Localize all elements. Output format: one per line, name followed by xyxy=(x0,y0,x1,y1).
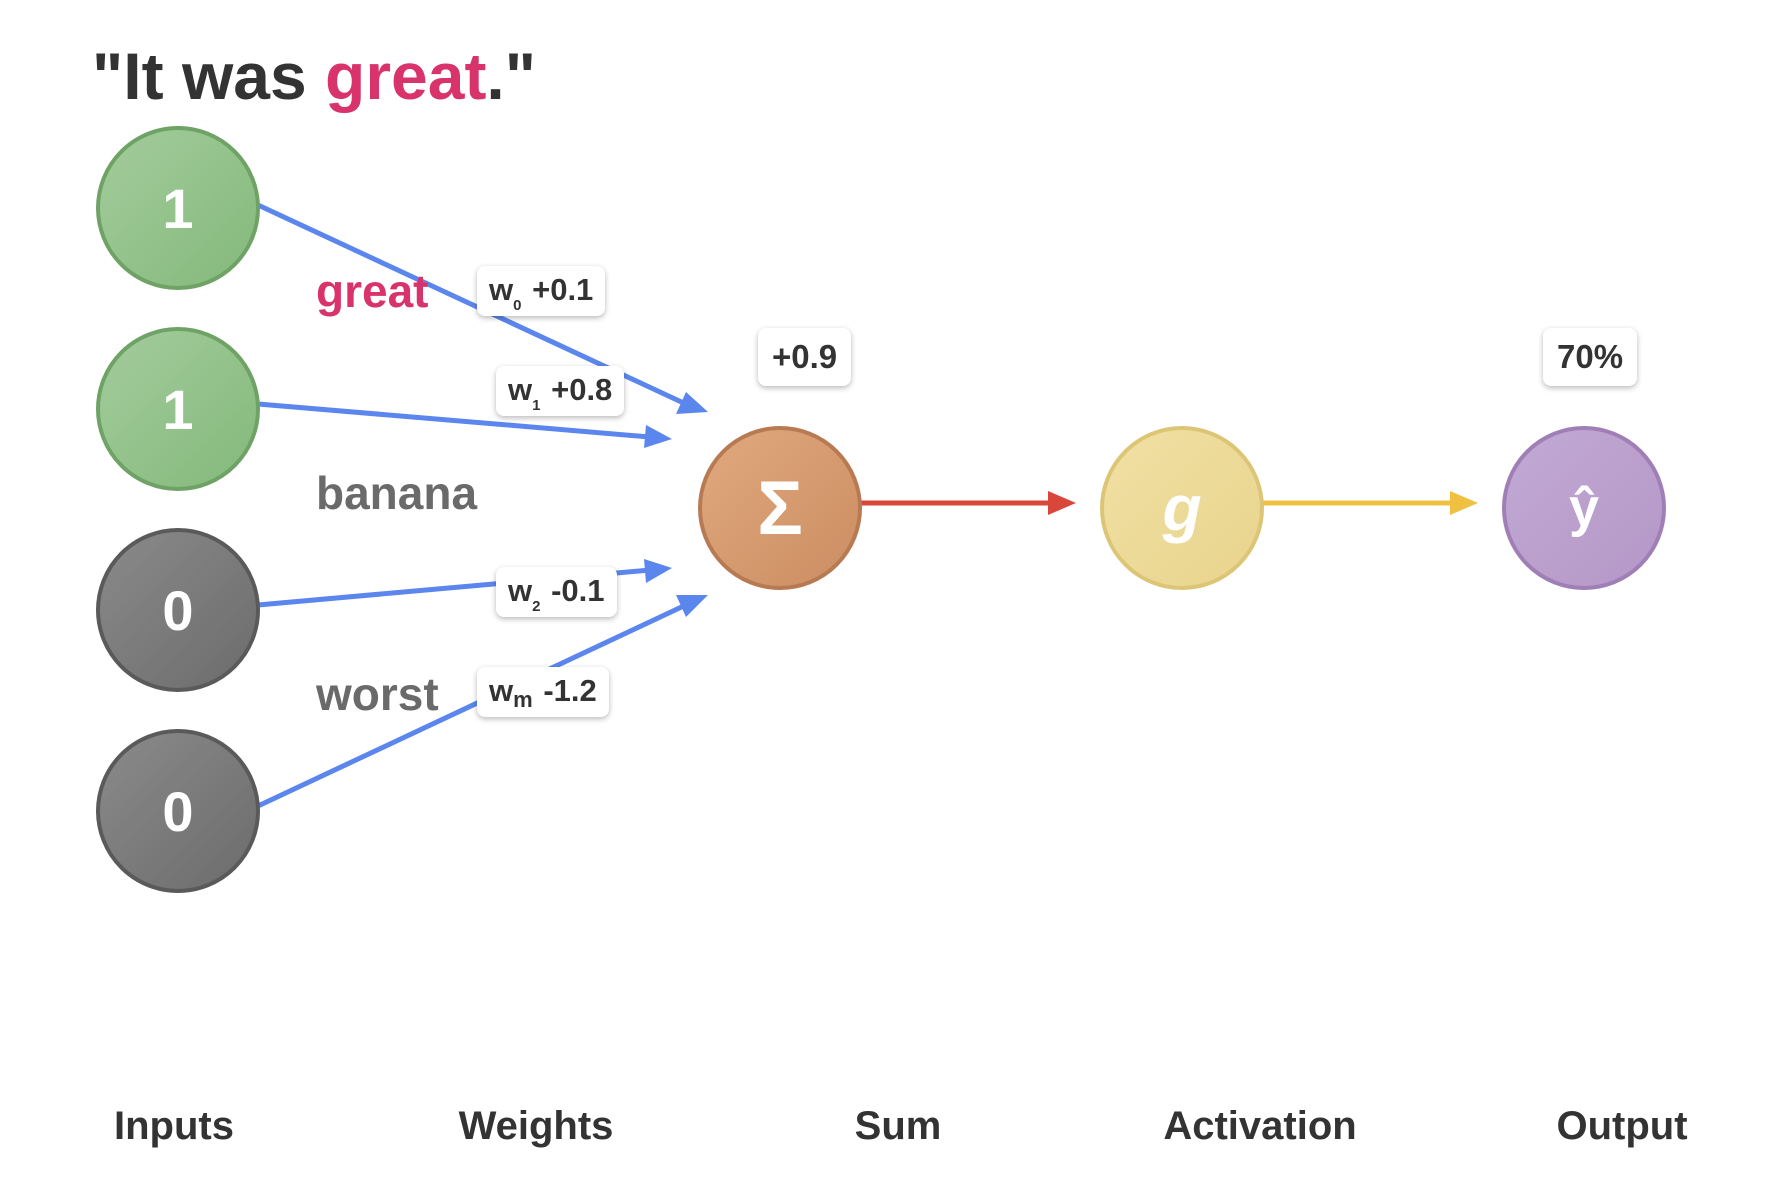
input-value-1: 1 xyxy=(162,377,194,441)
weight-arrowhead-3 xyxy=(676,595,708,617)
stage-label-output: Output xyxy=(1556,1104,1688,1148)
output-node: ŷ xyxy=(1502,426,1666,590)
activation-function-symbol: g xyxy=(1162,472,1202,544)
weight-symbol-2: w xyxy=(508,573,533,608)
weight-index-0: 0 xyxy=(513,297,522,314)
y-hat-symbol: ŷ xyxy=(1568,478,1600,538)
weight-index-1: 1 xyxy=(532,397,541,414)
weight-index-2: 2 xyxy=(532,598,541,615)
stage-label-inputs: Inputs xyxy=(114,1104,234,1148)
stage-label-activation: Activation xyxy=(1163,1104,1357,1148)
example-sentence: "It was great." xyxy=(92,38,536,114)
weight-label-3: wm -1.2 xyxy=(477,667,609,717)
sigma-symbol: Σ xyxy=(757,465,803,551)
feature-word-banana: banana xyxy=(316,467,478,519)
output-probability-badge: 70% xyxy=(1543,328,1638,386)
weight-label-1: w1 +0.8 xyxy=(496,366,625,416)
weight-label-0: w0 +0.1 xyxy=(477,266,606,316)
weight-arrowhead-1 xyxy=(644,425,672,448)
weight-symbol-0: w xyxy=(489,272,514,307)
weight-value-0: +0.1 xyxy=(532,272,594,307)
sentence-highlight-word: great xyxy=(325,39,487,113)
activation-to-output-arrowhead xyxy=(1450,491,1478,515)
stage-label-sum: Sum xyxy=(854,1104,942,1148)
input-node-2: 0 xyxy=(96,528,260,692)
weight-value-3: -1.2 xyxy=(543,673,597,708)
sum-node: Σ xyxy=(698,426,862,590)
weight-label-2: w2 -0.1 xyxy=(496,567,617,617)
weight-symbol-1: w xyxy=(508,372,533,407)
weight-value-2: -0.1 xyxy=(551,573,605,608)
sentence-suffix: ." xyxy=(486,39,537,113)
activation-node: g xyxy=(1100,426,1264,590)
feature-word-worst: worst xyxy=(316,668,439,720)
input-node-1: 1 xyxy=(96,327,260,491)
stage-label-weights: Weights xyxy=(458,1104,614,1148)
weight-arrow-1 xyxy=(257,401,651,440)
weight-index-3: m xyxy=(513,687,533,712)
sum-value-badge: +0.9 xyxy=(758,328,852,386)
sentence-prefix: "It was xyxy=(92,39,326,113)
feature-word-great: great xyxy=(316,265,429,317)
input-value-3: 0 xyxy=(162,779,194,843)
weight-value-1: +0.8 xyxy=(551,372,613,407)
weight-arrowhead-2 xyxy=(644,559,672,583)
weight-arrow-3 xyxy=(256,600,692,809)
weight-arrowhead-0 xyxy=(676,392,708,414)
weight-symbol-3: w xyxy=(489,673,514,708)
sum-to-activation-arrowhead xyxy=(1048,491,1076,515)
input-value-0: 1 xyxy=(162,176,194,240)
input-node-0: 1 xyxy=(96,126,260,290)
input-node-3: 0 xyxy=(96,729,260,893)
input-value-2: 0 xyxy=(162,578,194,642)
